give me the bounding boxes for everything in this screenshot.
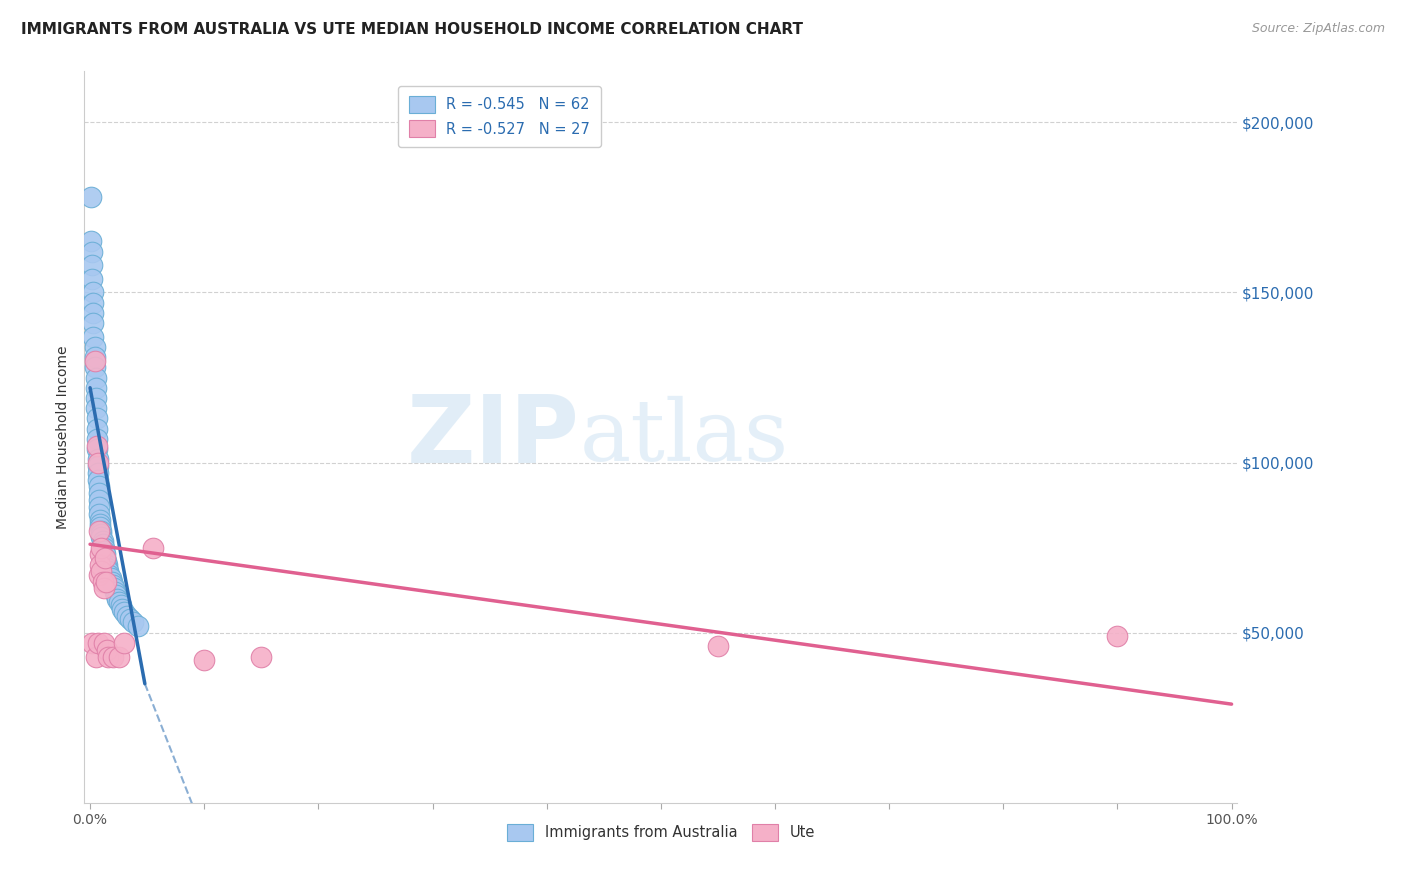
Point	[96, 561, 118, 575]
Point	[82, 258, 104, 272]
Point	[107, 595, 129, 609]
Point	[86, 411, 108, 425]
Point	[112, 636, 135, 650]
Point	[250, 649, 273, 664]
Text: Source: ZipAtlas.com: Source: ZipAtlas.com	[1251, 22, 1385, 36]
Point	[193, 653, 215, 667]
Point	[93, 541, 115, 555]
Point	[89, 507, 111, 521]
Point	[100, 571, 122, 585]
Point	[80, 235, 103, 249]
Point	[82, 285, 104, 300]
Point	[115, 608, 138, 623]
Point	[83, 340, 105, 354]
Point	[110, 599, 132, 613]
Point	[84, 649, 107, 664]
Point	[89, 479, 111, 493]
Point	[107, 591, 129, 606]
Point	[89, 493, 111, 508]
Point	[142, 541, 165, 555]
Point	[89, 516, 111, 531]
Point	[86, 432, 108, 446]
Point	[89, 520, 111, 534]
Point	[86, 442, 108, 456]
Point	[83, 360, 105, 375]
Point	[118, 612, 141, 626]
Point	[89, 558, 111, 572]
Point	[94, 550, 117, 565]
Point	[86, 439, 108, 453]
Point	[122, 615, 145, 630]
Point	[80, 190, 103, 204]
Point	[107, 649, 129, 664]
Point	[96, 642, 118, 657]
Point	[87, 466, 110, 480]
Point	[87, 452, 110, 467]
Point	[82, 636, 104, 650]
Point	[89, 513, 111, 527]
Point	[104, 585, 127, 599]
Point	[127, 619, 149, 633]
Point	[111, 602, 134, 616]
Point	[82, 329, 104, 343]
Y-axis label: Median Household Income: Median Household Income	[56, 345, 70, 529]
Point	[93, 544, 115, 558]
Point	[90, 541, 112, 555]
Point	[90, 565, 112, 579]
Point	[89, 548, 111, 562]
Point	[100, 574, 122, 589]
Point	[98, 567, 121, 582]
Text: atlas: atlas	[581, 395, 789, 479]
Point	[84, 401, 107, 416]
Point	[84, 381, 107, 395]
Point	[94, 574, 117, 589]
Point	[87, 456, 110, 470]
Point	[89, 524, 111, 538]
Point	[84, 391, 107, 405]
Point	[82, 272, 104, 286]
Point	[707, 640, 730, 654]
Point	[103, 582, 125, 596]
Point	[82, 306, 104, 320]
Point	[89, 486, 111, 500]
Point	[82, 316, 104, 330]
Point	[86, 421, 108, 435]
Point	[87, 636, 110, 650]
Point	[93, 582, 115, 596]
Point	[90, 524, 112, 538]
Point	[93, 636, 115, 650]
Text: IMMIGRANTS FROM AUSTRALIA VS UTE MEDIAN HOUSEHOLD INCOME CORRELATION CHART: IMMIGRANTS FROM AUSTRALIA VS UTE MEDIAN …	[21, 22, 803, 37]
Point	[96, 558, 118, 572]
Point	[87, 458, 110, 473]
Point	[90, 531, 112, 545]
Point	[89, 567, 111, 582]
Point	[91, 537, 114, 551]
Point	[97, 649, 120, 664]
Point	[97, 565, 120, 579]
Point	[94, 548, 117, 562]
Point	[1107, 629, 1129, 643]
Point	[91, 574, 114, 589]
Point	[94, 554, 117, 568]
Point	[82, 244, 104, 259]
Point	[105, 588, 128, 602]
Point	[82, 295, 104, 310]
Point	[83, 353, 105, 368]
Point	[83, 350, 105, 364]
Point	[91, 533, 114, 548]
Text: ZIP: ZIP	[408, 391, 581, 483]
Point	[101, 649, 124, 664]
Point	[90, 527, 112, 541]
Point	[94, 550, 117, 565]
Point	[101, 578, 124, 592]
Point	[84, 370, 107, 384]
Point	[112, 605, 135, 619]
Legend: Immigrants from Australia, Ute: Immigrants from Australia, Ute	[501, 818, 821, 847]
Point	[87, 473, 110, 487]
Point	[89, 500, 111, 514]
